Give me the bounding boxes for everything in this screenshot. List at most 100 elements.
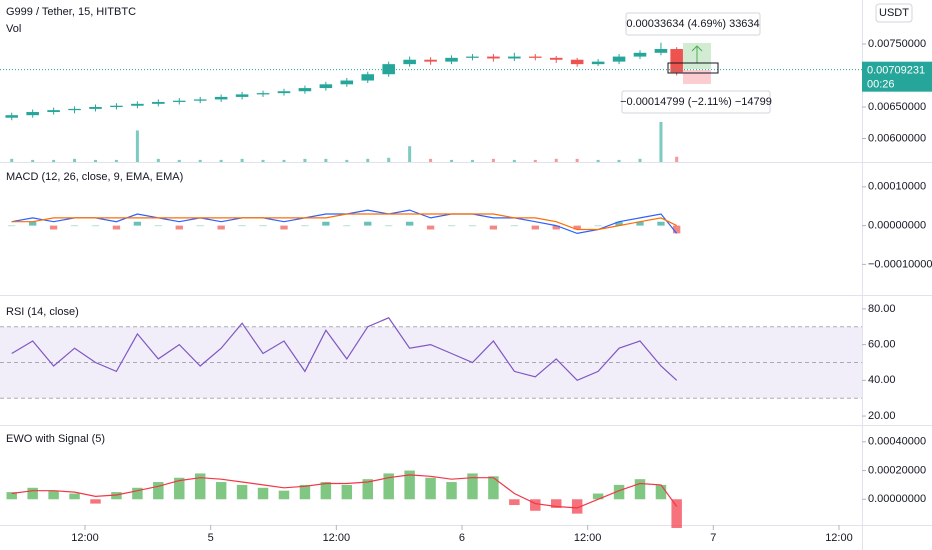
volume-bar — [31, 159, 35, 162]
histogram-bar — [48, 490, 59, 500]
volume-bar — [261, 159, 265, 162]
histogram-bar — [70, 225, 79, 227]
last-price-label: 0.00709231 — [867, 65, 925, 77]
candle-body — [68, 108, 81, 111]
y-tick-label: 20.00 — [868, 410, 896, 422]
candle-body — [256, 93, 270, 95]
x-tick-label: 12:00 — [825, 532, 853, 544]
histogram-bar — [153, 482, 164, 500]
volume-bar — [240, 158, 244, 162]
candle-body — [214, 96, 228, 100]
y-tick-label: 0.00750000 — [868, 38, 926, 50]
candle-body — [277, 91, 291, 94]
y-tick-label: 60.00 — [868, 339, 896, 351]
histogram-bar — [636, 221, 644, 226]
volume-bar — [52, 159, 56, 162]
candle-body — [466, 56, 479, 58]
histogram-bar — [320, 482, 332, 500]
volume-bar — [408, 146, 412, 162]
histogram-bar — [322, 221, 330, 226]
volume-bar — [491, 158, 495, 162]
histogram-bar — [488, 476, 499, 500]
histogram-bar — [592, 493, 604, 500]
volume-bar — [10, 158, 14, 162]
histogram-bar — [132, 487, 143, 500]
y-tick-label: 0.00000000 — [868, 220, 926, 232]
histogram-bar — [634, 479, 646, 500]
histogram-bar — [174, 477, 185, 500]
plot-layer: 12:00 5 12:00 6 12:00 7 12:00 0.00600000 0.00650… — [0, 38, 932, 544]
x-tick-label: 12:00 — [323, 532, 351, 544]
histogram-bar — [112, 225, 121, 230]
candle-body — [591, 61, 605, 65]
volume-bar — [366, 158, 370, 162]
indicator-line — [11, 474, 678, 509]
candle-body — [508, 56, 521, 59]
candle-body — [26, 112, 39, 116]
histogram-bar — [280, 225, 288, 230]
histogram-bar — [90, 499, 101, 504]
y-tick-label: 0.00040000 — [868, 436, 926, 448]
volume-bar — [575, 158, 579, 162]
candle-body — [487, 56, 500, 59]
candle-body — [529, 56, 542, 58]
currency-label[interactable]: USDT — [879, 7, 909, 19]
candle-body — [340, 80, 354, 85]
volume-bar — [596, 159, 600, 162]
candle-body — [654, 49, 668, 53]
volume-bar — [73, 158, 77, 162]
histogram-bar — [672, 225, 681, 234]
candle-body — [670, 49, 683, 73]
histogram-bar — [655, 484, 667, 500]
histogram-bar — [154, 225, 162, 227]
volume-bar — [324, 158, 328, 162]
candle-body — [152, 101, 165, 104]
x-tick-label: 12:00 — [71, 532, 99, 544]
currency-button[interactable] — [875, 3, 913, 23]
candle-body — [612, 56, 626, 62]
ewo-title: EWO with Signal (5) — [6, 433, 105, 445]
candle-body — [131, 103, 144, 106]
y-tick-label: 0.00650000 — [868, 101, 926, 113]
histogram-bar — [175, 225, 183, 230]
x-tick-label: 5 — [208, 532, 214, 544]
y-tick-label: 0.00020000 — [868, 464, 926, 476]
x-tick-label: 12:00 — [574, 532, 602, 544]
volume-bar — [198, 159, 202, 162]
histogram-bar — [301, 225, 309, 227]
volume-bar — [659, 122, 663, 162]
volume-bar — [135, 130, 139, 162]
histogram-bar — [383, 473, 394, 500]
histogram-bar — [571, 499, 583, 514]
histogram-bar — [447, 225, 456, 227]
candle-body — [382, 64, 395, 75]
volume-bar — [177, 159, 181, 162]
volume-bar — [512, 159, 516, 162]
volume-bar — [429, 158, 433, 162]
histogram-bar — [552, 225, 560, 230]
histogram-bar — [426, 225, 435, 230]
short-zone — [683, 70, 711, 84]
candle-body — [89, 106, 102, 109]
candle-body — [5, 115, 19, 118]
indicator-line — [11, 317, 678, 382]
x-tick-label: 6 — [459, 532, 465, 544]
candle-body — [549, 57, 563, 60]
histogram-bar — [217, 225, 225, 230]
histogram-bar — [49, 225, 58, 230]
macd-title: MACD (12, 26, close, 9, EMA, EMA) — [6, 171, 183, 183]
histogram-bar — [215, 482, 227, 500]
countdown-label: 00:26 — [867, 79, 895, 91]
histogram-bar — [425, 477, 436, 500]
histogram-bar — [8, 225, 16, 227]
histogram-bar — [6, 492, 17, 500]
measure-up-label: 0.00033634 (4.69%) 33634 — [626, 18, 759, 30]
histogram-bar — [362, 479, 373, 500]
histogram-bar — [343, 225, 351, 227]
candle-body — [235, 94, 249, 97]
y-tick-label: 40.00 — [868, 374, 896, 386]
volume-bar — [450, 159, 454, 162]
candle-body — [47, 110, 60, 113]
histogram-bar — [236, 484, 248, 500]
